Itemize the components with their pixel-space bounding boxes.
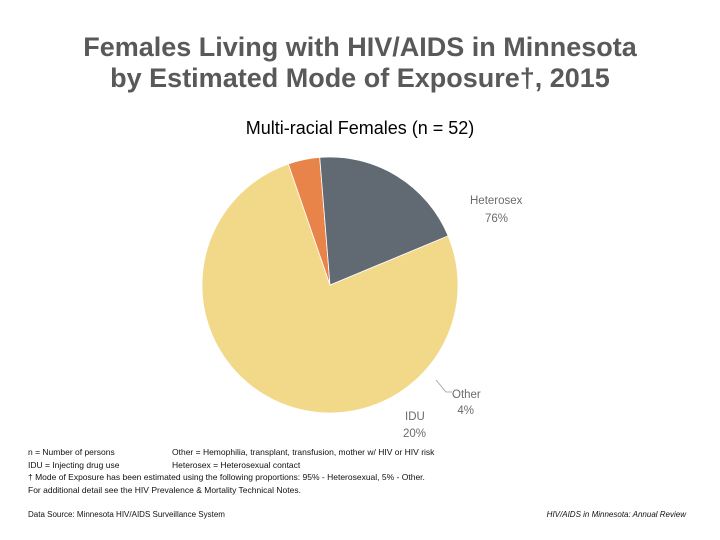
title-line-2: by Estimated Mode of Exposure†, 2015 [110, 63, 610, 93]
data-source: Data Source: Minnesota HIV/AIDS Surveill… [28, 510, 225, 519]
publication-title: HIV/AIDS in Minnesota: Annual Review [546, 510, 686, 519]
slice-value-other: 4% [457, 405, 474, 417]
note-idu-definition: IDU = Injecting drug use [28, 459, 120, 470]
slice-label-idu: IDU [405, 411, 425, 423]
slice-label-other: Other [452, 389, 481, 401]
note-heterosex-definition: Heterosex = Heterosexual contact [172, 459, 301, 470]
note-other-definition: Other = Hemophilia, transplant, transfus… [172, 447, 435, 457]
footnotes: n = Number of persons Other = Hemophilia… [28, 446, 708, 496]
title-line-1: Females Living with HIV/AIDS in Minnesot… [83, 32, 637, 62]
note-mode-of-exposure: † Mode of Exposure has been estimated us… [28, 472, 425, 482]
note-technical-notes: For additional detail see the HIV Preval… [28, 484, 301, 495]
page-title: Females Living with HIV/AIDS in Minnesot… [0, 32, 720, 94]
leader-line-other [435, 379, 452, 393]
pie-slice-idu [319, 156, 449, 286]
note-n-definition: n = Number of persons [28, 447, 115, 457]
chart-subtitle: Multi-racial Females (n = 52) [245, 118, 475, 138]
slice-label-heterosex: Heterosex [470, 195, 523, 207]
slice-value-idu: 20% [403, 428, 426, 440]
pie-slice-heterosex [201, 163, 459, 414]
slice-value-heterosex: 76% [485, 213, 508, 225]
